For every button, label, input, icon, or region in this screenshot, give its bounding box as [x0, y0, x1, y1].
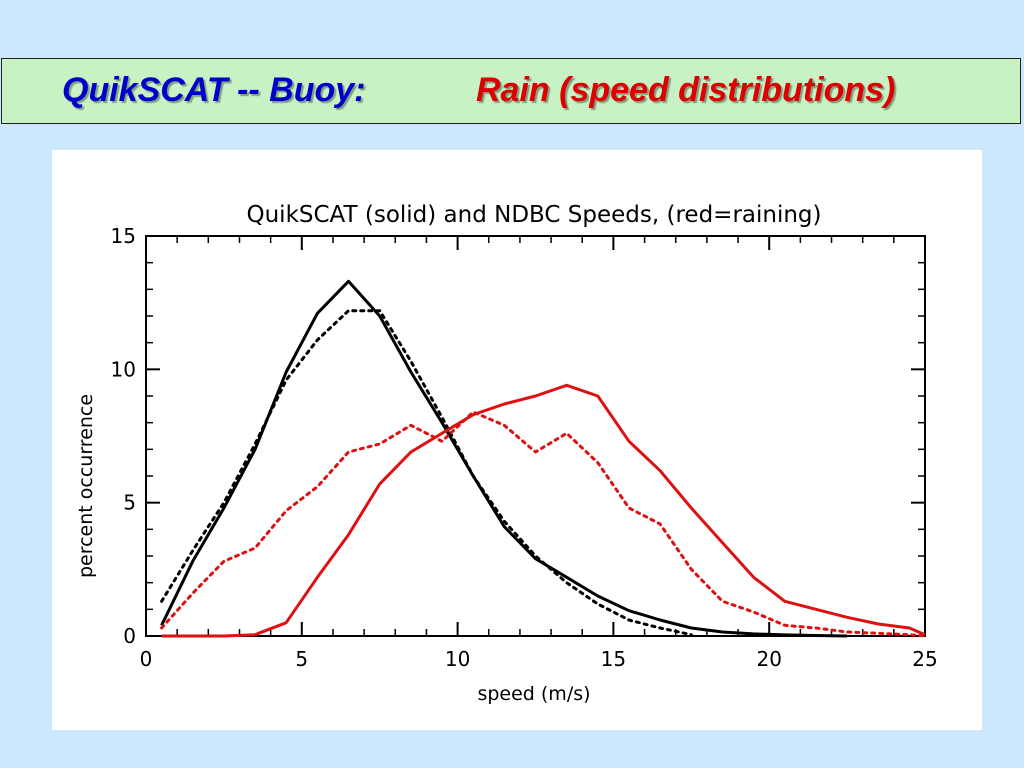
- chart-title: QuikSCAT (solid) and NDBC Speeds, (red=r…: [247, 202, 822, 228]
- y-tick-label: 0: [123, 624, 136, 648]
- speed-distribution-chart: QuikSCAT (solid) and NDBC Speeds, (red=r…: [75, 202, 938, 705]
- x-tick-label: 0: [140, 647, 153, 671]
- y-tick-label: 10: [111, 357, 136, 381]
- chart-panel: QuikSCAT (solid) and NDBC Speeds, (red=r…: [52, 150, 982, 730]
- slide-title-left: QuikSCAT -- Buoy:: [62, 71, 366, 109]
- x-tick-label: 10: [445, 647, 470, 671]
- x-tick-label: 5: [295, 647, 308, 671]
- plot-frame: [145, 235, 926, 637]
- slide-title-box: QuikSCAT -- Buoy: Rain (speed distributi…: [1, 58, 1021, 124]
- series-line-3-solid: [161, 383, 926, 638]
- y-axis-label: percent occurrence: [75, 394, 97, 578]
- series-group: [160, 279, 927, 638]
- x-tick-label: 25: [912, 647, 937, 671]
- y-tick-label: 5: [123, 491, 136, 515]
- series-line-1-solid: [160, 279, 848, 638]
- y-tick-label: 15: [111, 224, 136, 248]
- x-tick-label: 20: [756, 647, 781, 671]
- axis-ticks: 0 5 10 15 20 25 0 5 10 15: [111, 224, 938, 671]
- x-tick-label: 15: [601, 647, 626, 671]
- x-axis-label: speed (m/s): [477, 683, 590, 705]
- series-line-2-dotted: [160, 309, 693, 637]
- series-line-4-dotted: [160, 410, 927, 638]
- slide-title-right: Rain (speed distributions): [476, 71, 896, 109]
